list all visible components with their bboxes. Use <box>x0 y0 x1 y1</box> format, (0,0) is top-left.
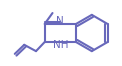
Text: NH: NH <box>53 40 68 50</box>
Text: N: N <box>56 16 64 26</box>
